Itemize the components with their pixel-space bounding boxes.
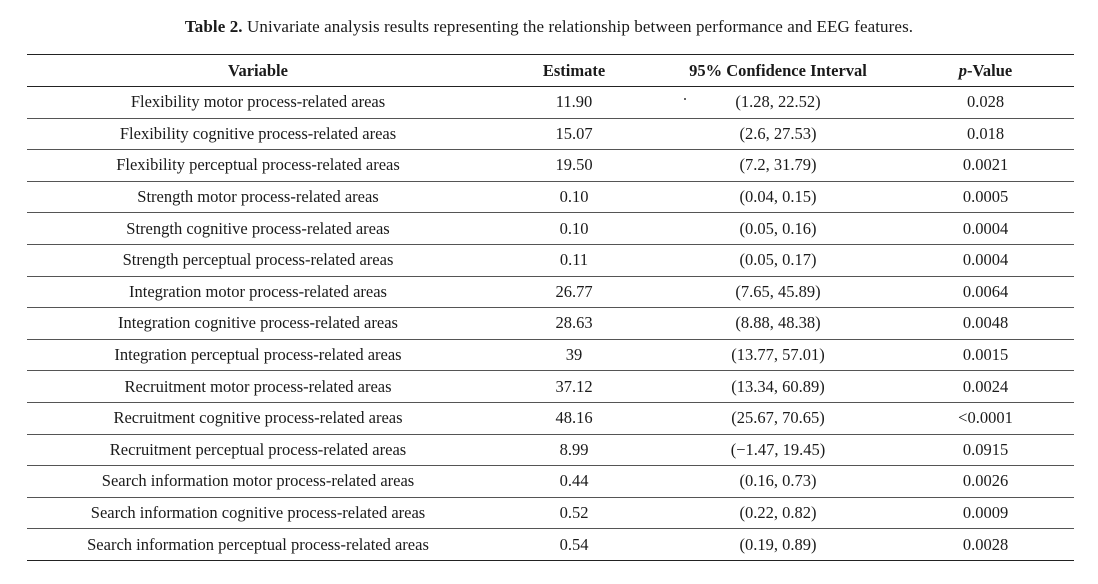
table-row: Search information cognitive process-rel… (27, 497, 1074, 529)
cell-estimate: 0.11 (559, 250, 589, 270)
cell-ci: (2.6, 27.53) (739, 123, 817, 143)
cell-variable: Integration motor process-related areas (129, 281, 387, 301)
table-row: Flexibility cognitive process-related ar… (27, 118, 1074, 150)
cell-p-value: 0.0064 (962, 281, 1009, 301)
cell-estimate: 19.50 (555, 155, 593, 175)
table-caption-label: Table 2. (184, 17, 243, 36)
header-p-italic: p (958, 60, 967, 80)
cell-estimate: 48.16 (555, 408, 593, 428)
cell-estimate: 37.12 (555, 376, 593, 396)
cell-p-value: 0.0004 (962, 218, 1009, 238)
stray-dot (684, 98, 686, 100)
cell-estimate: 26.77 (555, 281, 593, 301)
cell-ci: (13.77, 57.01) (731, 345, 825, 365)
table-body: Flexibility motor process-related areas … (27, 87, 1074, 561)
header-p-rest: -Value (967, 60, 1013, 80)
cell-variable: Strength motor process-related areas (137, 187, 379, 207)
table-row: Search information motor process-related… (27, 466, 1074, 498)
table-row: Recruitment motor process-related areas … (27, 371, 1074, 403)
cell-estimate: 0.10 (559, 218, 589, 238)
table-row: Recruitment cognitive process-related ar… (27, 402, 1074, 435)
cell-estimate: 15.07 (555, 123, 593, 143)
cell-p-value: 0.0009 (962, 503, 1009, 523)
cell-ci: (1.28, 22.52) (735, 92, 821, 112)
cell-estimate: 11.90 (555, 92, 593, 112)
table-row: Strength cognitive process-related areas… (27, 213, 1074, 245)
cell-p-value: 0.0915 (962, 439, 1009, 459)
cell-variable: Integration perceptual process-related a… (114, 345, 402, 365)
table-row: Strength motor process-related areas 0.1… (27, 181, 1074, 213)
cell-variable: Flexibility motor process-related areas (130, 92, 386, 112)
cell-variable: Strength cognitive process-related areas (126, 218, 390, 238)
cell-ci: (0.22, 0.82) (739, 503, 817, 523)
table-row: Strength perceptual process-related area… (27, 244, 1074, 277)
header-estimate: Estimate (542, 60, 606, 80)
cell-p-value: 0.028 (966, 92, 1005, 112)
table-caption: Table 2. Univariate analysis results rep… (0, 17, 1098, 37)
cell-p-value: 0.0026 (962, 471, 1009, 491)
cell-variable: Flexibility perceptual process-related a… (116, 155, 400, 175)
table-row: Integration perceptual process-related a… (27, 339, 1074, 371)
cell-estimate: 28.63 (555, 313, 593, 333)
cell-variable: Recruitment perceptual process-related a… (109, 439, 407, 459)
cell-variable: Flexibility cognitive process-related ar… (119, 123, 397, 143)
cell-estimate: 39 (565, 345, 583, 365)
cell-ci: (0.05, 0.16) (739, 218, 817, 238)
cell-p-value: 0.0005 (962, 187, 1009, 207)
cell-ci: (0.05, 0.17) (739, 250, 817, 270)
cell-variable: Search information cognitive process-rel… (90, 503, 426, 523)
cell-ci: (7.2, 31.79) (739, 155, 817, 175)
header-variable: Variable (228, 60, 288, 80)
header-confidence-interval: 95% Confidence Interval (689, 60, 867, 80)
cell-p-value: 0.0015 (962, 345, 1009, 365)
cell-ci: (−1.47, 19.45) (730, 439, 826, 459)
cell-ci: (0.19, 0.89) (739, 534, 817, 554)
table-row: Flexibility motor process-related areas … (27, 87, 1074, 119)
table-row: Integration motor process-related areas … (27, 276, 1074, 308)
cell-variable: Strength perceptual process-related area… (122, 250, 394, 270)
table-caption-text: Univariate analysis results representing… (242, 17, 914, 36)
table-header-row: Variable Estimate 95% Confidence Interva… (27, 54, 1074, 87)
cell-ci: (13.34, 60.89) (731, 376, 825, 396)
cell-p-value: 0.0021 (962, 155, 1009, 175)
cell-p-value: 0.0048 (962, 313, 1009, 333)
cell-ci: (25.67, 70.65) (731, 408, 825, 428)
cell-p-value: 0.018 (966, 123, 1005, 143)
cell-variable: Recruitment cognitive process-related ar… (113, 408, 403, 428)
cell-ci: (0.16, 0.73) (739, 471, 817, 491)
cell-estimate: 0.52 (559, 503, 589, 523)
cell-estimate: 0.44 (559, 471, 589, 491)
cell-variable: Search information motor process-related… (101, 471, 415, 491)
cell-estimate: 0.54 (559, 534, 589, 554)
cell-variable: Search information perceptual process-re… (87, 534, 429, 554)
cell-estimate: 8.99 (559, 439, 589, 459)
cell-variable: Integration cognitive process-related ar… (118, 313, 398, 333)
header-p-value: p-Value (897, 55, 1074, 87)
cell-variable: Recruitment motor process-related areas (124, 376, 392, 396)
cell-p-value: 0.0028 (962, 534, 1009, 554)
cell-p-value: 0.0024 (962, 376, 1009, 396)
table-row: Flexibility perceptual process-related a… (27, 150, 1074, 182)
cell-ci: (0.04, 0.15) (739, 187, 817, 207)
table-row: Recruitment perceptual process-related a… (27, 434, 1074, 466)
cell-p-value: 0.0004 (962, 250, 1009, 270)
cell-p-value: <0.0001 (958, 408, 1013, 428)
cell-ci: (7.65, 45.89) (735, 281, 821, 301)
table-row: Search information perceptual process-re… (27, 529, 1074, 561)
table-row: Integration cognitive process-related ar… (27, 308, 1074, 340)
cell-ci: (8.88, 48.38) (735, 313, 821, 333)
results-table: Variable Estimate 95% Confidence Interva… (27, 54, 1074, 561)
cell-estimate: 0.10 (559, 187, 589, 207)
